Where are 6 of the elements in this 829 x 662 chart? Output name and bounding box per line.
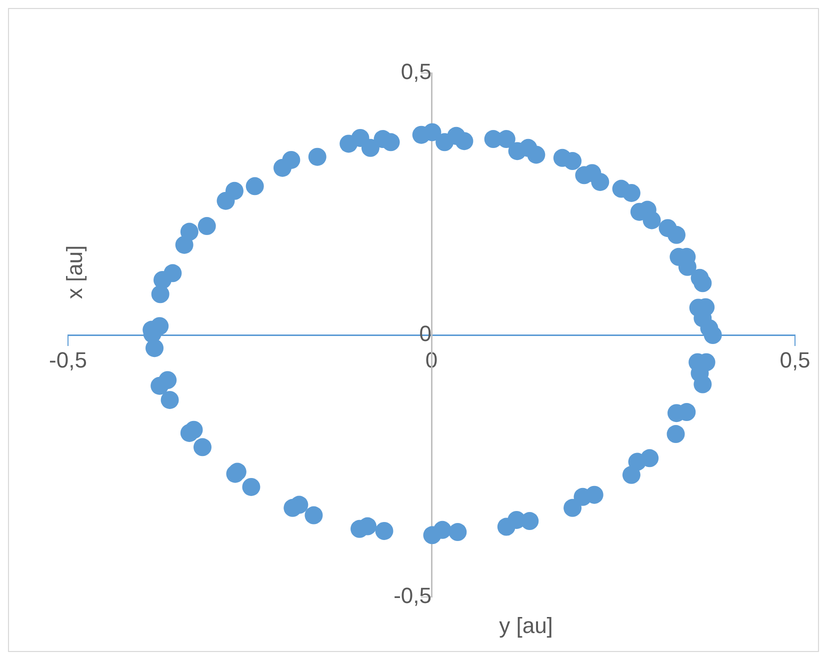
y-tick-label: 0,5 — [400, 59, 432, 84]
x-axis-title: y [au] — [499, 613, 553, 638]
y-tick-label: -0,5 — [394, 583, 432, 608]
x-tick-label: 0,5 — [780, 347, 810, 372]
x-tick-label: -0,5 — [49, 347, 87, 372]
y-axis-title: x [au] — [62, 245, 88, 300]
